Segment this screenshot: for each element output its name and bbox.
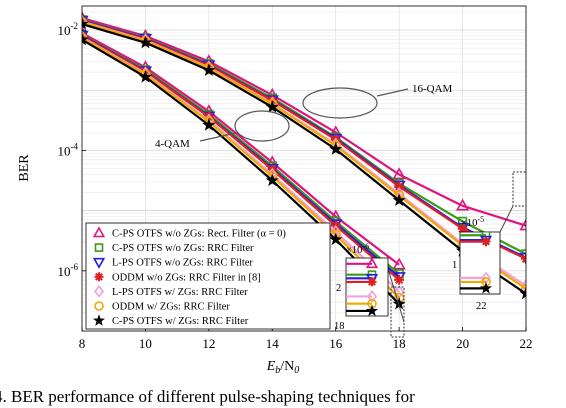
- series-line: [82, 32, 400, 266]
- inset-data-point: [365, 304, 379, 316]
- data-point: [265, 100, 279, 113]
- legend-marker: [92, 257, 106, 269]
- x-tick-label: 10: [139, 336, 152, 351]
- legend-marker: [94, 301, 104, 311]
- data-point: [394, 274, 405, 285]
- series-line: [82, 19, 526, 260]
- inset-left-exponent: ×10-6: [346, 242, 369, 256]
- data-point: [457, 223, 468, 234]
- series-layer: [82, 10, 526, 310]
- inset-data-point: [366, 290, 378, 303]
- x-tick-label: 16: [329, 336, 343, 351]
- legend-label: C-PS OTFS w/ ZGs: RRC Filter: [112, 316, 249, 327]
- legend-entry: L-PS OTFS w/o ZGs: RRC Filter: [92, 257, 253, 269]
- inset-right-exponent: ×10-5: [461, 215, 484, 229]
- x-tick-label: 22: [520, 336, 533, 351]
- figure-caption: 4. BER performance of different pulse-sh…: [0, 387, 415, 406]
- y-axis-label: BER: [17, 154, 32, 182]
- legend-label: ODDM w/o ZGs: RRC Filter in [8]: [112, 272, 261, 283]
- annotation-16qam: 16-QAM: [302, 83, 453, 119]
- legend-marker: [93, 285, 105, 298]
- zoom-box-right: [512, 171, 527, 207]
- data-point: [455, 198, 470, 211]
- data-point: [392, 257, 406, 270]
- inset-data-point: [481, 237, 491, 247]
- x-tick-label: 12: [202, 336, 215, 351]
- legend-entry: L-PS OTFS w/ ZGs: RRC Filter: [93, 285, 248, 298]
- series-line: [82, 23, 526, 295]
- legend-entry: C-PS OTFS w/o ZGs: RRC Filter: [94, 243, 254, 254]
- legend-label: L-PS OTFS w/o ZGs: RRC Filter: [112, 258, 253, 269]
- series-group4-6: [82, 32, 406, 310]
- series-line: [82, 36, 400, 299]
- data-point: [519, 218, 526, 231]
- series-line: [82, 16, 526, 227]
- legend-label: ODDM w/ ZGs: RRC Filter: [112, 302, 230, 313]
- connector-left: [385, 261, 405, 323]
- legend-box: [85, 222, 331, 330]
- inset-data-point: [479, 281, 493, 294]
- y-tick-label: 10-6: [58, 262, 79, 279]
- annotation-4qam-label: 4-QAM: [155, 138, 190, 150]
- legend-marker: [94, 243, 104, 252]
- data-point: [392, 167, 406, 180]
- data-point: [394, 181, 405, 192]
- series-line: [82, 35, 400, 281]
- inset-data-point: [367, 277, 377, 287]
- y-tick-label: 10-2: [58, 21, 79, 38]
- legend-marker: [92, 314, 106, 326]
- legend-entry: C-PS OTFS w/o ZGs: Rect. Filter (α = 0): [92, 226, 286, 240]
- legend-marker: [94, 272, 104, 282]
- legend-label: C-PS OTFS w/o ZGs: RRC Filter: [112, 243, 254, 254]
- inset-left: ×10-6 2 18: [334, 242, 389, 332]
- x-tick-label: 8: [79, 336, 86, 351]
- legend-entry: C-PS OTFS w/ ZGs: RRC Filter: [92, 314, 249, 327]
- data-point: [202, 63, 216, 77]
- data-point: [329, 232, 343, 246]
- legend-label: L-PS OTFS w/ ZGs: RRC Filter: [112, 287, 248, 298]
- data-point: [82, 17, 89, 30]
- data-point: [138, 35, 153, 49]
- legend-marker: [92, 226, 106, 238]
- legend-entry: ODDM w/ ZGs: RRC Filter: [94, 301, 230, 313]
- x-tick-label: 14: [266, 336, 280, 351]
- data-point: [82, 32, 89, 46]
- data-point: [138, 70, 153, 83]
- data-point: [202, 118, 216, 131]
- x-tick-label: 20: [456, 336, 469, 351]
- connector-right: [499, 205, 514, 233]
- plot-frame: [81, 5, 527, 332]
- inset-data-point: [365, 258, 379, 269]
- inset-left-xtick: 18: [334, 321, 345, 332]
- legend-entry: ODDM w/o ZGs: RRC Filter in [8]: [94, 272, 261, 283]
- x-tick-label: 18: [393, 336, 406, 351]
- data-point: [329, 142, 343, 155]
- x-axis-label: Eb/N0: [266, 359, 300, 376]
- annotation-4qam: 4-QAM: [155, 110, 290, 150]
- inset-right-xtick: 22: [476, 301, 487, 312]
- data-point: [519, 286, 526, 300]
- legend: C-PS OTFS w/o ZGs: Rect. Filter (α = 0) C…: [85, 222, 331, 330]
- series-line: [82, 21, 526, 290]
- data-point: [265, 173, 279, 187]
- inset-right-ytick: 1: [452, 260, 457, 271]
- data-point: [392, 193, 406, 207]
- legend-label: C-PS OTFS w/o ZGs: Rect. Filter (α = 0): [112, 229, 286, 240]
- annotation-16qam-label: 16-QAM: [412, 83, 453, 95]
- data-point: [520, 279, 526, 293]
- y-tick-label: 10-4: [58, 141, 79, 158]
- inset-right: ×10-5 1 22: [452, 215, 501, 312]
- inset-left-ytick: 2: [336, 283, 341, 294]
- series-line: [82, 38, 400, 305]
